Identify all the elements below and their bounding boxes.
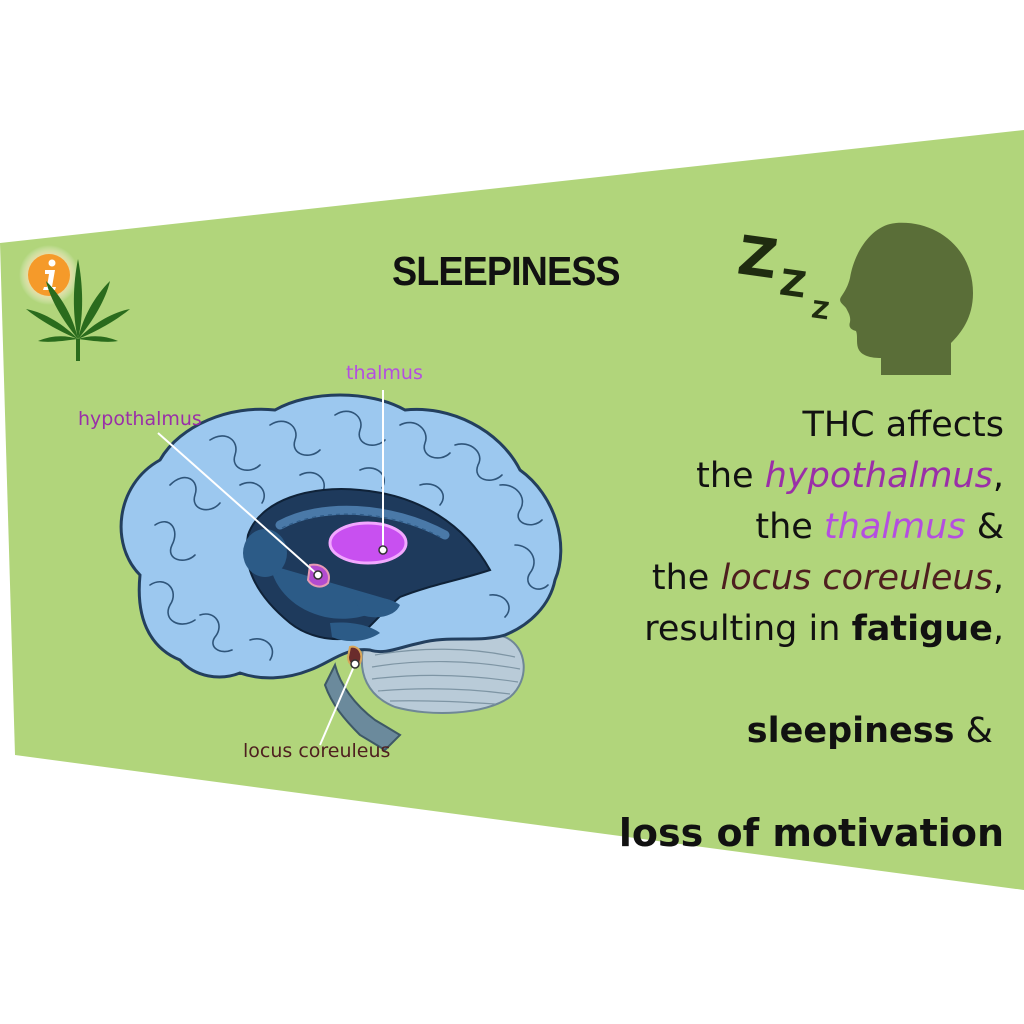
cannabis-info-logo <box>19 245 130 361</box>
brainstem <box>323 662 402 752</box>
thalmus-highlight: thalmus <box>823 507 966 547</box>
hypothalmus-highlight: hypothalmus <box>764 456 993 496</box>
description-line-5: resulting in fatigue, <box>644 609 1004 649</box>
thalmus-label: thalmus <box>346 362 423 384</box>
brain-illustration <box>119 390 563 752</box>
locus-coreuleus-highlight: locus coreuleus <box>720 558 993 598</box>
description-line-4: the locus coreuleus, <box>651 558 1004 598</box>
sleep-z-small: Z <box>810 295 831 325</box>
label-points <box>313 545 388 669</box>
description-line-7: loss of motivation <box>618 811 1004 855</box>
description-line-1: THC affects <box>802 405 1004 445</box>
info-icon <box>19 245 79 305</box>
sleep-z-medium: Z <box>777 262 809 306</box>
description-line-3: the thalmus & <box>755 507 1004 547</box>
locus-coreuleus-label: locus coreuleus <box>243 740 391 762</box>
description-text: THC affects the hypothalmus, the thalmus… <box>484 400 1004 859</box>
page-title: SLEEPINESS <box>392 248 621 294</box>
sleep-z-large: Z <box>738 228 781 291</box>
description-line-6: sleepiness & <box>746 711 1004 751</box>
label-leader-lines <box>157 390 384 746</box>
head-silhouette-icon <box>840 222 973 375</box>
cannabis-leaf-icon <box>26 259 130 361</box>
hypothalmus-label: hypothalmus <box>78 408 202 430</box>
description-line-2: the hypothalmus, <box>696 456 1004 496</box>
fatigue-emphasis: fatigue <box>851 609 993 649</box>
thalamus-structure <box>328 521 408 565</box>
sleepiness-emphasis: sleepiness <box>746 711 955 751</box>
sleep-symbol: Z Z Z <box>738 228 831 325</box>
